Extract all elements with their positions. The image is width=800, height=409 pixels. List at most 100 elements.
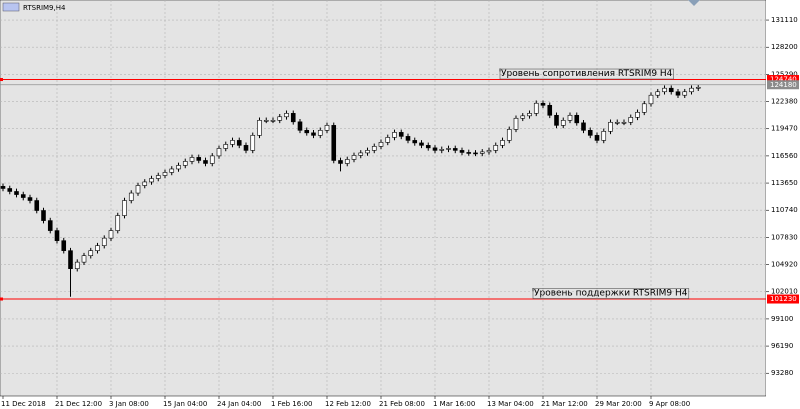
candle-body — [439, 149, 445, 151]
candle-body — [567, 114, 573, 121]
x-tick-label: 13 Mar 04:00 — [487, 400, 534, 408]
y-tick-label: 104920 — [771, 261, 798, 269]
candle-body — [635, 111, 640, 118]
candle-body — [115, 215, 121, 231]
y-tick-label: 119470 — [771, 125, 798, 133]
candle-body — [425, 145, 431, 149]
candle-body — [203, 160, 208, 164]
candle-body — [95, 245, 100, 251]
candle-body — [155, 175, 161, 179]
candle-body — [506, 129, 512, 141]
candle-body — [101, 237, 107, 246]
candle-body — [365, 150, 370, 154]
current-price-box — [767, 80, 799, 90]
x-tick-label: 15 Jan 04:00 — [163, 400, 207, 408]
candle-body — [432, 147, 438, 151]
candle-body — [513, 117, 519, 130]
y-tick-label: 102010 — [771, 288, 798, 296]
candle-body — [122, 200, 127, 216]
candle-body — [614, 121, 620, 124]
candle-body — [344, 159, 350, 164]
candle-body — [628, 117, 634, 123]
x-tick-label: 3 Jan 08:00 — [109, 400, 149, 408]
annotation-box — [532, 288, 690, 299]
candle-body — [601, 131, 607, 141]
x-tick-label: 12 Feb 12:00 — [325, 400, 371, 408]
candle-body — [527, 113, 532, 117]
level-price-label: 124740 — [770, 76, 797, 84]
x-tick-label: 11 Dec 2018 — [1, 400, 46, 408]
plot-area — [0, 0, 767, 397]
candle-body — [324, 125, 330, 131]
x-tick-label: 29 Mar 20:00 — [595, 400, 642, 408]
candle-body — [277, 116, 283, 121]
x-tick-label: 1 Mar 16:00 — [433, 400, 475, 408]
candle-body — [655, 91, 661, 96]
candle-body — [230, 140, 235, 145]
candle-body — [176, 165, 181, 170]
candle-body — [0, 186, 6, 189]
candle-body — [560, 120, 566, 126]
candle-body — [500, 140, 505, 146]
candle-body — [290, 113, 296, 123]
candle-body — [419, 142, 424, 146]
candle-body — [7, 188, 13, 192]
y-tick-label: 96190 — [771, 342, 793, 350]
candle-body — [182, 161, 188, 166]
y-tick-label: 110740 — [771, 206, 798, 214]
y-tick-label: 107830 — [771, 233, 798, 241]
candle-body — [479, 151, 485, 154]
chart-title: RTSRIM9,H4 — [23, 4, 66, 12]
candle-body — [304, 130, 310, 134]
candle-body — [169, 168, 175, 173]
candle-body — [473, 152, 478, 155]
x-tick-label: 21 Feb 08:00 — [379, 400, 425, 408]
annotation-box — [499, 68, 674, 80]
x-tick-label: 21 Dec 12:00 — [55, 400, 102, 408]
level-price-label: 101230 — [770, 295, 797, 303]
candle-body — [405, 136, 411, 141]
candle-body — [149, 178, 154, 183]
candle-body — [554, 114, 559, 126]
level-dot — [0, 297, 3, 301]
level-dot — [0, 78, 3, 82]
candle-body — [689, 87, 694, 93]
candle-body — [196, 157, 202, 161]
level-price-box — [767, 294, 799, 304]
candle-body — [284, 113, 289, 118]
candle-body — [209, 155, 215, 164]
level-price-box — [767, 75, 799, 85]
candle-body — [47, 220, 53, 231]
candle-body — [34, 200, 40, 211]
candle-body — [358, 152, 364, 156]
current-price-label: 124180 — [770, 81, 797, 89]
candle-body — [547, 104, 553, 116]
candle-body — [533, 102, 539, 114]
candle-body — [297, 121, 303, 131]
candle-body — [317, 130, 323, 136]
candle-body — [446, 148, 451, 150]
candle-body — [608, 121, 613, 132]
candle-body — [392, 132, 397, 138]
candle-body — [270, 120, 276, 122]
axis-area — [766, 0, 800, 409]
candle-body — [243, 145, 249, 151]
candle-body — [41, 210, 46, 221]
candle-body — [682, 91, 688, 96]
candle-body — [581, 122, 586, 131]
candle-body — [594, 135, 600, 141]
candle-body — [263, 120, 269, 122]
candle-body — [459, 150, 465, 153]
y-tick-label: 122380 — [771, 98, 798, 106]
candle-body — [68, 250, 73, 269]
candle-body — [257, 120, 262, 136]
y-tick-label: 116560 — [771, 152, 798, 160]
x-tick-label: 1 Feb 16:00 — [271, 400, 312, 408]
candle-body — [574, 114, 580, 124]
candle-body — [520, 115, 526, 119]
candle-body — [331, 125, 337, 161]
x-tick-label: 9 Apr 08:00 — [649, 400, 690, 408]
candle-body — [338, 160, 343, 164]
candle-body — [88, 250, 94, 257]
